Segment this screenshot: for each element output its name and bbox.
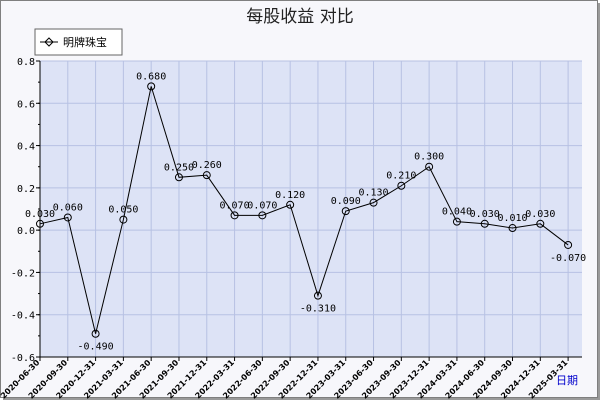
data-point-marker xyxy=(147,82,156,91)
y-tick-label: 0.4 xyxy=(17,142,35,153)
data-label: 0.090 xyxy=(331,196,361,207)
data-label: 0.070 xyxy=(247,200,277,211)
data-point-marker xyxy=(36,219,44,228)
data-point-marker xyxy=(564,240,573,249)
data-point-marker xyxy=(508,224,517,233)
data-label: 0.300 xyxy=(414,152,444,163)
data-point-marker xyxy=(91,329,100,338)
data-point-marker xyxy=(480,219,489,228)
data-label: -0.070 xyxy=(550,253,586,264)
data-point-marker xyxy=(452,217,461,226)
legend-diamond-icon xyxy=(44,37,54,47)
data-label: 0.030 xyxy=(525,209,555,220)
data-label: 0.680 xyxy=(136,71,166,82)
data-point-marker xyxy=(397,181,406,190)
data-point-marker xyxy=(286,200,295,209)
data-label: 0.050 xyxy=(108,205,138,216)
y-tick-label: -0.4 xyxy=(11,311,35,322)
data-label: 0.030 xyxy=(470,209,500,220)
data-point-marker xyxy=(341,207,350,216)
data-labels: 0.0300.060-0.4900.0500.6800.2500.2600.07… xyxy=(25,71,586,352)
y-tick-label: 0.0 xyxy=(17,226,35,237)
data-label: 0.060 xyxy=(53,202,83,213)
x-axis-name: 日期 xyxy=(556,374,578,387)
y-tick-label: -0.6 xyxy=(11,353,35,364)
data-label: 0.130 xyxy=(358,188,388,199)
data-label: -0.490 xyxy=(78,342,114,353)
legend-label: 明牌珠宝 xyxy=(63,35,107,49)
data-label: 0.070 xyxy=(220,200,250,211)
data-label: 0.210 xyxy=(386,171,416,182)
data-point-marker xyxy=(536,219,545,228)
y-tick-label: 0.8 xyxy=(17,57,35,68)
y-tick-label: 0.6 xyxy=(17,99,35,110)
data-label: 0.120 xyxy=(275,190,305,201)
grid xyxy=(39,60,582,358)
data-point-marker xyxy=(425,162,434,171)
chart-title: 每股收益 对比 xyxy=(246,7,353,27)
series-line xyxy=(39,86,569,334)
data-point-marker xyxy=(258,211,267,220)
plot-area xyxy=(40,61,582,357)
data-label: 0.010 xyxy=(497,213,527,224)
legend: 明牌珠宝 xyxy=(34,28,123,56)
data-point-marker xyxy=(119,215,128,224)
data-point-marker xyxy=(230,211,239,220)
data-point-marker xyxy=(174,173,183,182)
data-label: 0.040 xyxy=(442,207,472,218)
data-label: -0.310 xyxy=(300,304,336,315)
data-point-marker xyxy=(369,198,378,207)
data-point-marker xyxy=(313,291,322,300)
data-point-marker xyxy=(63,213,72,222)
data-point-marker xyxy=(202,171,211,180)
y-tick-label: 0.2 xyxy=(17,184,35,195)
data-label: 0.030 xyxy=(25,209,55,220)
y-tick-label: -0.2 xyxy=(11,268,35,279)
data-label: 0.250 xyxy=(164,162,194,173)
series-line-layer xyxy=(36,82,573,338)
data-label: 0.260 xyxy=(192,160,222,171)
